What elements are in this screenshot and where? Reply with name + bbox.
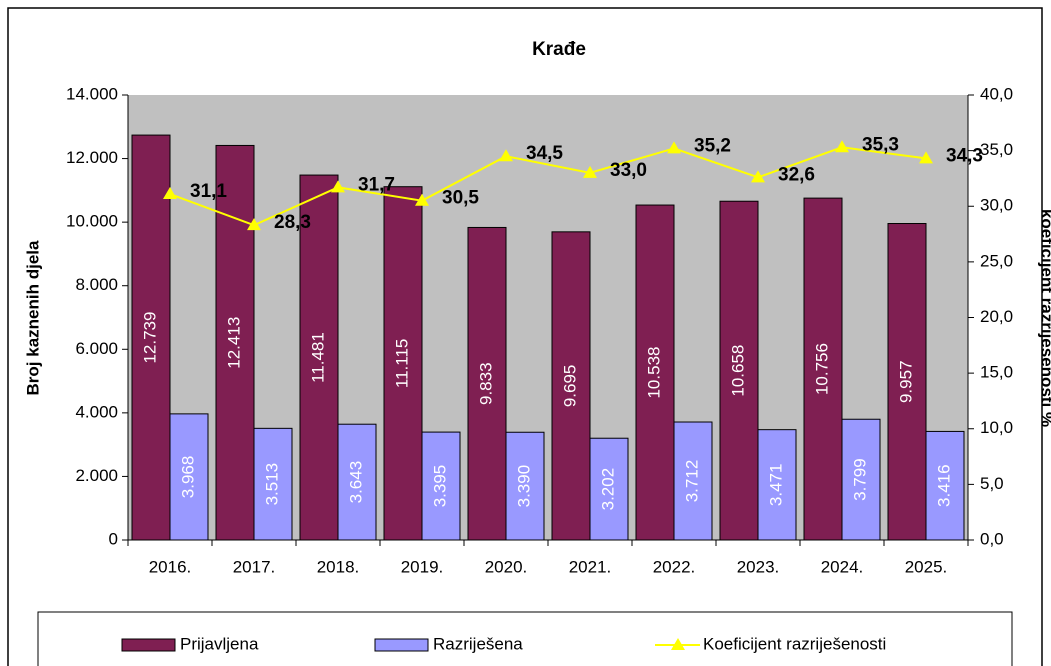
y-axis-label: Broj kaznenih djela	[23, 240, 42, 395]
legend-label: Koeficijent razriješenosti	[703, 634, 886, 653]
x-tick-label: 2022.	[653, 557, 696, 576]
y-tick-label: 14.000	[66, 84, 118, 103]
bar-value-label: 3.416	[934, 464, 953, 507]
line-series	[169, 146, 927, 227]
y-tick-label: 6.000	[75, 339, 118, 358]
y2-tick-label: 5,0	[980, 474, 1004, 493]
legend-marker	[671, 638, 685, 650]
x-tick-label: 2017.	[233, 557, 276, 576]
legend	[37, 611, 1013, 666]
bar	[383, 186, 423, 541]
bar	[421, 431, 461, 541]
line-value-label: 31,1	[190, 181, 227, 202]
bar	[887, 223, 927, 541]
bar-value-label: 12.413	[224, 317, 243, 369]
bar	[215, 144, 255, 541]
line-value-label: 34,5	[526, 143, 563, 164]
x-tick-label: 2018.	[317, 557, 360, 576]
bar-value-label: 3.712	[682, 460, 701, 503]
line-marker	[919, 151, 933, 164]
y2-tick-label: 0,0	[980, 529, 1004, 548]
bar	[589, 437, 629, 541]
y2-tick-label: 35,0	[980, 140, 1013, 159]
x-tick-label: 2020.	[485, 557, 528, 576]
line-value-label: 30,5	[442, 188, 479, 209]
bar-value-label: 3.395	[430, 465, 449, 508]
y2-tick-label: 40,0	[980, 84, 1013, 103]
line-marker	[415, 193, 429, 206]
bar-value-label: 9.957	[896, 360, 915, 403]
legend-swatch	[374, 638, 429, 652]
line-value-label: 35,2	[694, 135, 731, 156]
chart-title: Krađe	[532, 39, 586, 60]
legend-label: Prijavljena	[180, 634, 259, 653]
line-marker	[751, 170, 765, 183]
bar-value-label: 11.481	[308, 332, 327, 383]
bar	[925, 430, 965, 541]
x-tick-label: 2025.	[905, 557, 948, 576]
bar-value-label: 9.833	[476, 362, 495, 405]
x-tick-label: 2023.	[737, 557, 780, 576]
x-tick-label: 2024.	[821, 557, 864, 576]
bar	[719, 200, 759, 541]
bar	[635, 204, 675, 541]
bar-value-label: 3.390	[514, 465, 533, 508]
y-tick-label: 2.000	[75, 466, 118, 485]
y2-tick-label: 15,0	[980, 363, 1013, 382]
bar	[337, 423, 377, 541]
line-value-label: 32,6	[778, 164, 815, 185]
bar-value-label: 10.756	[812, 343, 831, 395]
y-tick-label: 10.000	[66, 212, 118, 231]
bar-value-label: 3.202	[598, 468, 617, 511]
y2-tick-label: 20,0	[980, 307, 1013, 326]
bar	[169, 413, 209, 541]
bar	[803, 197, 843, 541]
bar	[467, 226, 507, 541]
y2-tick-label: 25,0	[980, 251, 1013, 270]
bar-value-label: 12.739	[140, 312, 159, 364]
bar-value-label: 3.643	[346, 461, 365, 504]
line-value-label: 28,3	[274, 212, 311, 233]
x-tick-label: 2016.	[149, 557, 192, 576]
line-marker	[583, 165, 597, 178]
y-tick-label: 8.000	[75, 275, 118, 294]
y-tick-label: 12.000	[66, 148, 118, 167]
line-marker	[163, 187, 177, 200]
y-tick-label: 4.000	[75, 402, 118, 421]
bar	[299, 174, 339, 541]
line-marker	[247, 218, 261, 231]
bar	[757, 429, 797, 541]
bar-value-label: 11.115	[392, 339, 411, 388]
x-tick-label: 2021.	[569, 557, 612, 576]
bar-value-label: 10.538	[644, 347, 663, 399]
legend-label: Razriješena	[433, 634, 523, 653]
line-value-label: 33,0	[610, 160, 647, 181]
y2-tick-label: 30,0	[980, 196, 1013, 215]
bar-value-label: 3.968	[178, 456, 197, 499]
bar	[551, 231, 591, 541]
bar	[673, 421, 713, 541]
y2-tick-label: 10,0	[980, 418, 1013, 437]
bar-value-label: 3.799	[850, 458, 869, 501]
bar	[253, 427, 293, 541]
y-tick-label: 0	[109, 529, 118, 548]
bar-value-label: 9.695	[560, 365, 579, 408]
bar-value-label: 3.471	[766, 464, 785, 507]
line-marker	[667, 141, 681, 154]
line-value-label: 35,3	[862, 134, 899, 155]
legend-swatch	[121, 638, 176, 652]
line-marker	[835, 140, 849, 153]
bar	[505, 431, 545, 541]
line-value-label: 34,3	[946, 145, 983, 166]
bar	[131, 134, 171, 541]
line-value-label: 31,7	[358, 174, 395, 195]
line-marker	[331, 180, 345, 193]
line-marker	[499, 149, 513, 162]
y2-axis-label: koeficijent razriješenosti %	[1038, 209, 1051, 427]
x-tick-label: 2019.	[401, 557, 444, 576]
bar-value-label: 10.658	[728, 345, 747, 397]
bar-value-label: 3.513	[262, 463, 281, 506]
bar	[841, 418, 881, 541]
